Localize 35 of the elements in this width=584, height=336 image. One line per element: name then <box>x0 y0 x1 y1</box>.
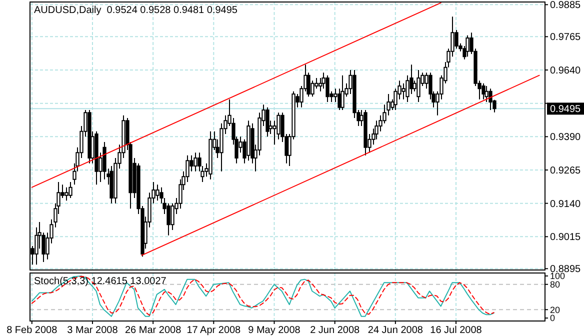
candlestick <box>416 70 420 102</box>
x-tick-label: 26 Mar 2008 <box>124 325 182 336</box>
y-tick-label: 0.9885 <box>550 0 582 12</box>
candlestick <box>340 74 344 110</box>
ref-line-label: 0.9495 <box>550 104 582 116</box>
y-tick-label: 0.9640 <box>550 66 582 76</box>
y-tick-label: 80 <box>550 280 560 290</box>
candlestick <box>246 120 250 162</box>
candlestick <box>194 152 198 172</box>
candlestick <box>208 130 212 180</box>
candlestick <box>266 106 270 138</box>
candlestick <box>68 182 72 198</box>
y-tick-label: 0.9765 <box>550 32 582 44</box>
x-tick-label: 3 Mar 2008 <box>67 325 118 336</box>
candlestick <box>326 74 330 102</box>
x-tick-label: 16 Jul 2008 <box>430 325 482 336</box>
y-tick-label: 0.9140 <box>550 198 582 210</box>
candlestick <box>156 184 160 202</box>
chart-title: AUDUSD,Daily 0.9524 0.9528 0.9481 0.9495 <box>34 5 238 16</box>
x-tick-label: 2 Jun 2008 <box>310 325 360 336</box>
y-tick-label: 0.9265 <box>550 166 582 176</box>
candlestick <box>94 130 98 186</box>
candlestick <box>364 110 368 156</box>
x-tick-label: 17 Apr 2008 <box>186 325 242 336</box>
x-tick-label: 8 Feb 2008 <box>6 325 58 336</box>
x-tick-label: 9 May 2008 <box>248 325 301 336</box>
y-tick-label: 0.9015 <box>550 232 582 244</box>
candlestick <box>88 110 92 164</box>
candlestick <box>466 34 470 58</box>
candlestick <box>488 88 492 110</box>
y-tick-label: 0 <box>550 313 556 324</box>
x-tick-label: 24 Jun 2008 <box>368 325 424 336</box>
candlestick <box>482 82 486 100</box>
y-tick-label: 0.9390 <box>550 132 582 144</box>
y-tick-label: 20 <box>550 304 560 315</box>
